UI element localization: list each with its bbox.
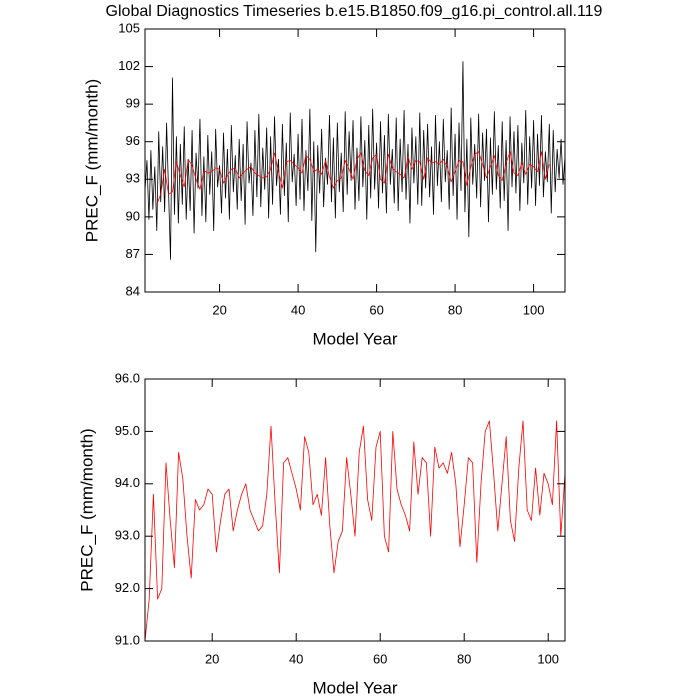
plot-area: [145, 420, 565, 641]
x-tick-label: 40: [289, 651, 303, 666]
y-axis-title: PREC_F (mm/month): [77, 428, 96, 591]
y-tick-label: 96.0: [115, 370, 140, 385]
y-tick-label: 102: [118, 58, 140, 73]
x-tick-label: 60: [369, 302, 383, 317]
y-tick-label: 95.0: [115, 423, 140, 438]
x-tick-label: 40: [291, 302, 305, 317]
y-tick-label: 87: [126, 246, 140, 261]
y-tick-label: 93.0: [115, 528, 140, 543]
panel: 20 40 60 80 100 91.0 92.0 93.0 94.0 95.0 96.0 Model…: [77, 370, 566, 697]
y-tick-label: 99: [126, 96, 140, 111]
y-tick-label: 94.0: [115, 475, 140, 490]
y-tick-label: 91.0: [115, 632, 140, 647]
x-tick-label: 60: [373, 651, 387, 666]
x-tick-label: 20: [212, 302, 226, 317]
x-tick-label: 80: [448, 302, 462, 317]
plot-area: [145, 61, 565, 260]
x-axis-title: Model Year: [312, 678, 397, 697]
x-tick-label: 100: [523, 302, 545, 317]
y-tick-label: 90: [126, 208, 140, 223]
x-tick-label: 20: [205, 651, 219, 666]
series-line: [156, 151, 550, 205]
y-tick-label: 105: [118, 20, 140, 35]
chart-title: Global Diagnostics Timeseries b.e15.B185…: [106, 3, 603, 20]
plot-frame: [144, 28, 566, 293]
y-tick-label: 92.0: [115, 580, 140, 595]
series-line: [145, 420, 565, 641]
y-tick-label: 96: [126, 133, 140, 148]
x-tick-label: 100: [537, 651, 559, 666]
series-line: [145, 61, 565, 260]
y-tick-label: 84: [126, 283, 140, 298]
x-axis-title: Model Year: [312, 329, 397, 348]
plot-frame: [144, 378, 566, 642]
y-axis-title: PREC_F (mm/month): [82, 79, 101, 242]
x-tick-label: 80: [457, 651, 471, 666]
y-tick-label: 93: [126, 171, 140, 186]
panel: 20 40 60 80 100 84 87 90 93 96 99 102 105 Model Year P…: [82, 20, 566, 348]
